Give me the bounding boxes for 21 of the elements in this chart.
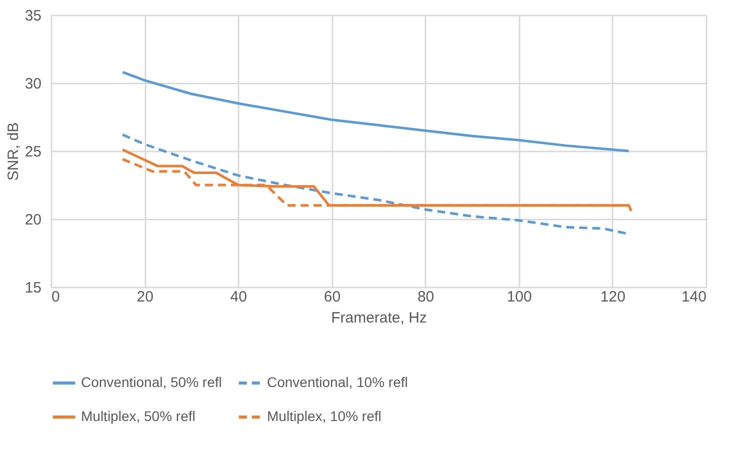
x-tick-label: 140 [681,288,706,306]
y-tick-label: 15 [24,280,42,296]
legend-label: Conventional, 50% refl [81,374,222,390]
y-tick-label: 35 [24,8,42,24]
x-tick-label: 40 [230,288,247,306]
x-tick-label: 60 [324,288,341,306]
y-axis-title: SNR, dB [4,122,22,181]
x-tick-label: 20 [136,288,154,306]
y-tick-label: 30 [24,76,42,92]
x-tick-label: 0 [52,288,60,306]
y-tick-label: 25 [24,144,42,160]
legend-label: Conventional, 10% refl [267,374,408,390]
x-tick-label: 120 [600,288,626,306]
x-tick-label: 100 [506,288,532,306]
line-series [121,148,632,212]
y-tick-label: 20 [24,212,42,228]
x-tick-label: 80 [417,288,434,306]
legend-label: Multiplex, 10% refl [267,408,382,424]
legend-label: Multiplex, 50% refl [81,408,196,424]
x-axis-title: Framerate, Hz [331,310,427,326]
line-series [121,70,630,152]
